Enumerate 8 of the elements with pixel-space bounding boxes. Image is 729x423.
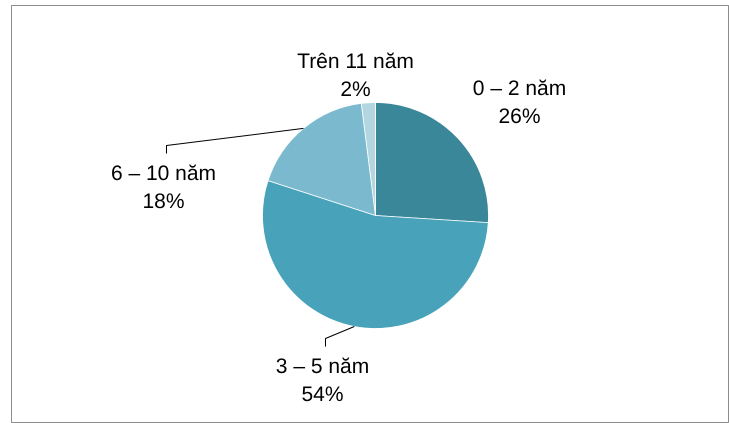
data-label: 26% xyxy=(498,105,541,128)
data-label: 18% xyxy=(142,190,185,213)
slice-label: 0 – 2 năm xyxy=(472,77,566,100)
slice-label: Trên 11 năm xyxy=(297,50,414,73)
data-label: 54% xyxy=(301,383,344,406)
data-label: 2% xyxy=(340,78,371,101)
slice-label: 3 – 5 năm xyxy=(276,355,370,378)
slice-label: 6 – 10 năm xyxy=(110,162,216,185)
